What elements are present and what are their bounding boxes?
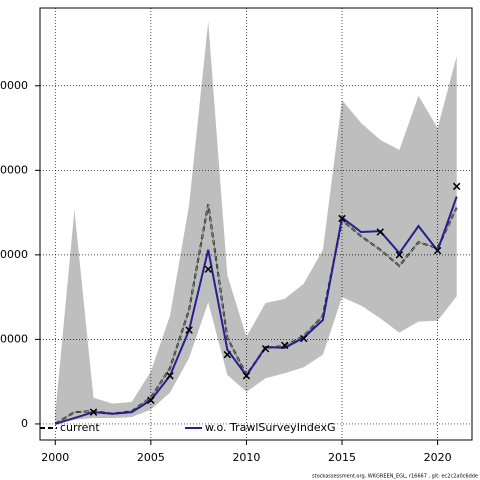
y-tick-label: 20000	[0, 248, 28, 261]
x-tick-label: 2005	[137, 451, 165, 464]
point-marker	[185, 326, 193, 334]
point-marker	[280, 341, 289, 350]
point-marker	[395, 251, 404, 259]
point-marker	[223, 350, 232, 359]
plot-frame	[39, 7, 473, 441]
y-tick-label: 10000	[0, 332, 28, 345]
x-tick-label: 2000	[41, 451, 69, 464]
point-marker	[89, 408, 98, 416]
confidence-band	[55, 21, 457, 424]
series-line	[54, 196, 458, 425]
point-marker	[376, 228, 384, 236]
point-marker	[452, 182, 461, 191]
footer: stockassessment.org, WKGREEN_EGL, r16667…	[312, 474, 478, 480]
point-marker	[242, 372, 251, 380]
point-marker	[204, 265, 212, 273]
x-tick-label: 2015	[328, 451, 356, 464]
y-tick-label: 40000	[0, 79, 28, 92]
point-marker	[147, 396, 155, 404]
point-marker	[338, 214, 346, 223]
x-tick-label: 2010	[232, 451, 260, 464]
x-tick-label: 2020	[424, 451, 452, 464]
point-marker	[166, 372, 174, 380]
point-marker	[300, 334, 308, 343]
y-tick-label: 0	[21, 417, 28, 430]
legend-label: w.o. TrawlSurveyIndexG	[205, 421, 336, 434]
point-marker	[433, 246, 442, 255]
point-marker	[261, 344, 270, 353]
legend-label: current	[60, 421, 100, 434]
y-tick-label: 30000	[0, 163, 28, 176]
